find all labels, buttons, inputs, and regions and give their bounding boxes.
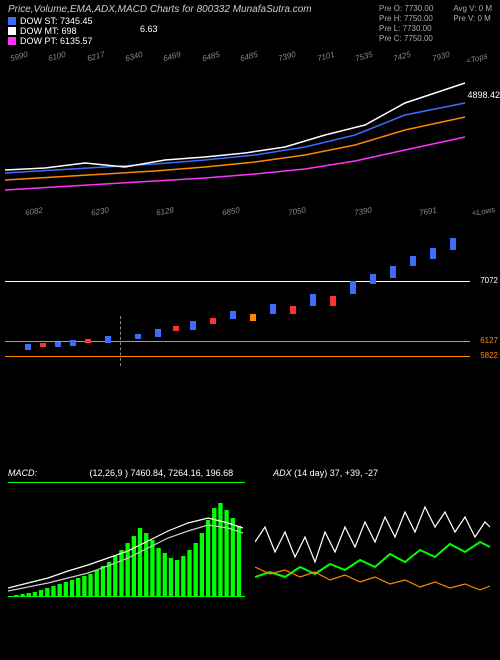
adx-values: (14 day) 37, +39, -27 [294, 468, 378, 478]
ema-chart: 4898.42 [5, 75, 470, 205]
indicator-charts [0, 480, 500, 597]
scale-tick: 6082 [24, 206, 43, 218]
candle [330, 296, 336, 306]
candle [430, 248, 436, 259]
macd-label: MACD: (12,26,9 ) 7460.84, 7264.16, 196.6… [8, 468, 233, 478]
adx-label: ADX (14 day) 37, +39, -27 [273, 468, 378, 478]
candle [40, 343, 46, 347]
adx-chart [255, 482, 492, 597]
candle [390, 266, 396, 278]
candle [85, 339, 91, 343]
candle [210, 318, 216, 324]
candle [135, 334, 141, 339]
volume-column: Avg V: 0 MPre V: 0 M [453, 4, 492, 46]
scale-tick: 7535 [354, 50, 374, 63]
candle [450, 238, 456, 250]
candle [310, 294, 316, 306]
legend-label: DOW ST: 7345.45 [20, 16, 93, 26]
ohlc-value: Pre L: 7730.00 [379, 24, 433, 33]
ohlc-value: Pre O: 7730.00 [379, 4, 433, 13]
scale-tick: 6100 [47, 50, 67, 63]
lower-scale: <Lows 6082623061286850705073907691 [5, 207, 470, 221]
scale-tick: 7691 [419, 206, 438, 218]
scale-tick: 6485 [239, 50, 259, 63]
marker-line [120, 316, 121, 366]
reference-label: 7072 [480, 276, 498, 285]
candle [105, 336, 111, 343]
legend-swatch [8, 17, 16, 25]
chart-header: Price,Volume,EMA,ADX,MACD Charts for 800… [0, 0, 500, 50]
legend-label: DOW PT: 6135.57 [20, 36, 93, 46]
reference-label: 5822 [480, 351, 498, 360]
chart-title: Price,Volume,EMA,ADX,MACD Charts for 800… [8, 4, 312, 15]
legend-swatch [8, 27, 16, 35]
scale-tick: 7390 [277, 50, 297, 63]
legend-row: DOW ST: 7345.45 [8, 16, 312, 26]
scale-tick: 7425 [392, 50, 412, 63]
scale-tick: 6485 [201, 50, 221, 63]
macd-values: (12,26,9 ) 7460.84, 7264.16, 196.68 [90, 468, 234, 478]
legend-row: DOW PT: 6135.57 [8, 36, 312, 46]
macd-chart [8, 482, 245, 597]
scale-tick: 5990 [9, 50, 29, 63]
vol-value: Avg V: 0 M [453, 4, 492, 13]
scale-tick: 7050 [287, 206, 306, 218]
candle [230, 311, 236, 319]
reference-line [5, 356, 470, 357]
ema-svg [5, 75, 470, 205]
scale-tick: 6230 [90, 206, 109, 218]
candle [270, 304, 276, 314]
legend-row: DOW MT: 698 [8, 26, 312, 36]
candle [173, 326, 179, 331]
legend-swatch [8, 37, 16, 45]
candle [25, 344, 31, 350]
legend-label: DOW MT: 698 [20, 26, 77, 36]
candle [190, 321, 196, 330]
reference-line [5, 281, 470, 282]
adx-name: ADX [273, 468, 292, 478]
candle [70, 340, 76, 346]
indicator-section: MACD: (12,26,9 ) 7460.84, 7264.16, 196.6… [0, 466, 500, 597]
ohlc-value: Pre C: 7750.00 [379, 34, 433, 43]
header-right: Pre O: 7730.00Pre H: 7750.00Pre L: 7730.… [379, 4, 492, 46]
current-price-label: 4898.42 [467, 90, 500, 100]
ohlc-value: Pre H: 7750.00 [379, 14, 433, 23]
candle [350, 281, 356, 294]
candle [290, 306, 296, 314]
scale-tick: 7101 [316, 50, 336, 63]
upper-scale: <Tops 5990 6100 6217 6340 6469 6485 6485 7390 71… [10, 52, 490, 70]
scale-tick: 6469 [162, 50, 182, 63]
macd-svg [8, 483, 245, 597]
candle-chart: 707261275822 [5, 226, 470, 386]
lower-scale-label: <Lows [471, 205, 496, 218]
adx-svg [255, 482, 492, 597]
candle [370, 274, 376, 284]
candle [410, 256, 416, 266]
header-left: Price,Volume,EMA,ADX,MACD Charts for 800… [8, 4, 312, 46]
candle [250, 314, 256, 321]
upper-scale-label: <Tops [465, 51, 488, 65]
scale-tick: 7390 [353, 206, 372, 218]
scale-tick: 6340 [124, 50, 144, 63]
ohlc-column: Pre O: 7730.00Pre H: 7750.00Pre L: 7730.… [379, 4, 433, 46]
scale-tick: 6217 [86, 50, 106, 63]
scale-tick: 6128 [156, 206, 175, 218]
candle [55, 342, 61, 347]
indicator-header: MACD: (12,26,9 ) 7460.84, 7264.16, 196.6… [0, 466, 500, 480]
macd-name: MACD: [8, 468, 37, 478]
scale-tick: 7930 [431, 50, 451, 63]
scale-tick: 6850 [221, 206, 240, 218]
candle [155, 329, 161, 337]
reference-label: 6127 [480, 336, 498, 345]
mt-extra-value: 6.63 [140, 24, 158, 34]
vol-value: Pre V: 0 M [453, 14, 492, 23]
